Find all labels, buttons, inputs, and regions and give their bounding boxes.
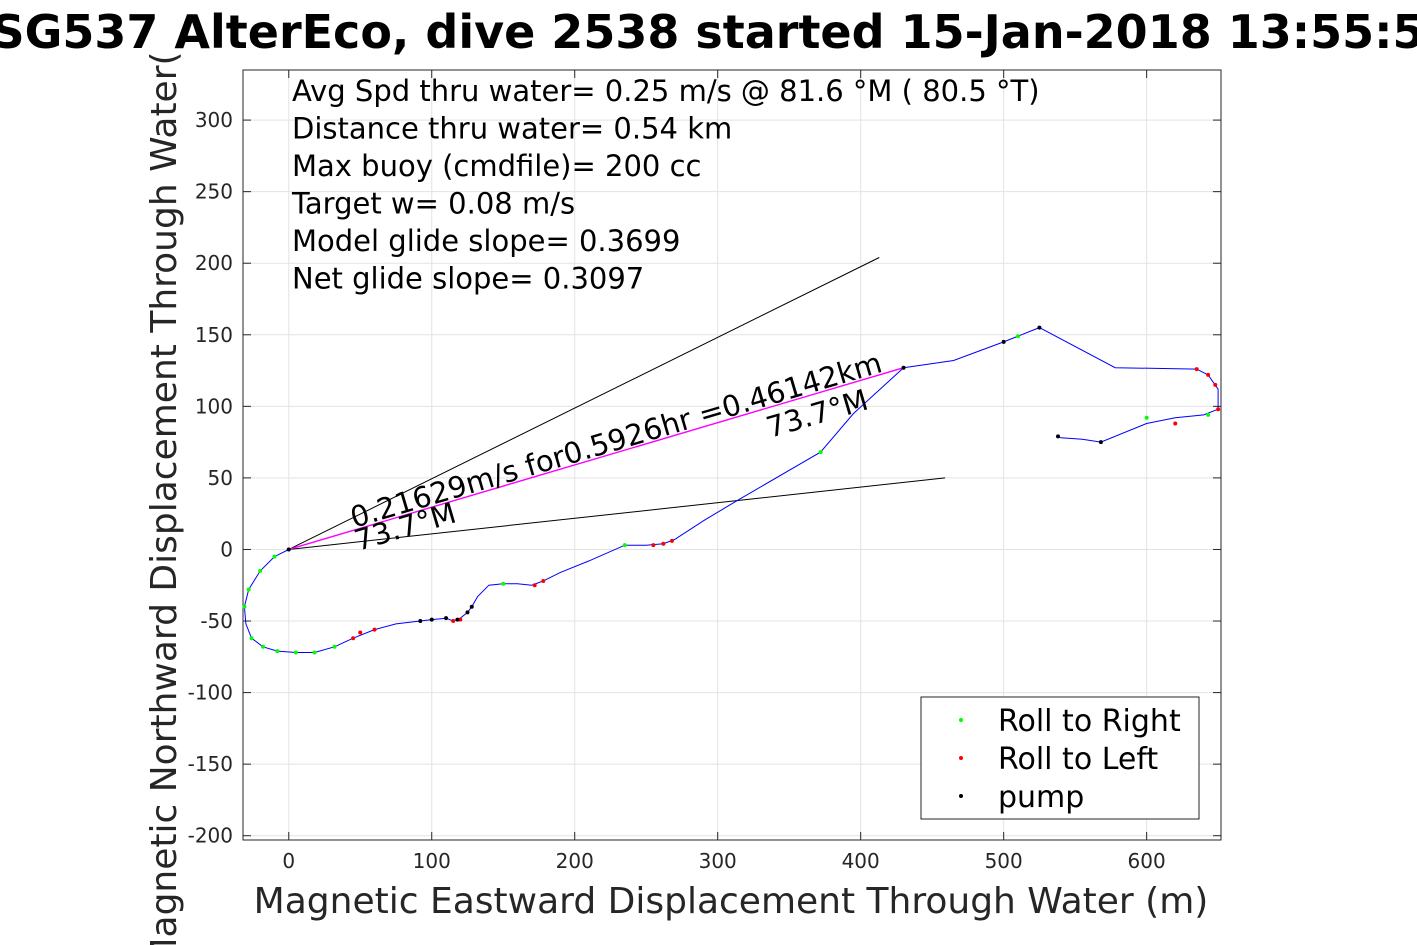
roll-to-right-point: [249, 636, 254, 641]
roll-to-right-point: [275, 649, 280, 654]
legend-marker-pump: [959, 794, 963, 798]
roll-to-right-point: [501, 581, 506, 586]
y-tick-label: 50: [208, 466, 233, 490]
roll-to-right-point: [1015, 334, 1020, 339]
roll-to-left-point: [451, 619, 456, 624]
x-tick-label: 200: [556, 849, 594, 873]
annotation-line: Distance thru water= 0.54 km: [292, 112, 732, 146]
legend-label-roll-to-right: Roll to Right: [998, 704, 1181, 739]
pump-point: [1001, 339, 1006, 344]
annotation-line: Target w= 0.08 m/s: [291, 187, 575, 221]
roll-to-right-point: [622, 543, 627, 548]
y-tick-label: 300: [195, 108, 233, 132]
glide-slope-line: [288, 257, 880, 550]
x-tick-label: 600: [1128, 849, 1166, 873]
legend-marker-roll-to-left: [959, 756, 963, 760]
x-tick-label: 500: [985, 849, 1023, 873]
roll-to-left-point: [1206, 372, 1211, 377]
roll-to-right-point: [246, 587, 251, 592]
y-tick-label: 0: [220, 537, 233, 561]
roll-to-right-point: [818, 450, 823, 455]
roll-to-right-point: [1144, 415, 1149, 420]
y-tick-label: -50: [200, 609, 233, 633]
roll-to-left-point: [541, 578, 546, 583]
roll-to-left-point: [661, 541, 666, 546]
roll-to-left-point: [351, 636, 356, 641]
plot-area: [242, 69, 1222, 841]
roll-to-right-point: [312, 650, 317, 655]
grid-lines: [243, 70, 1221, 840]
axis-ticks: 0 100 200 300 400 500 600300250200150100500-50…: [188, 70, 1221, 873]
marker-points: [242, 325, 1221, 655]
pump-point: [455, 617, 460, 622]
chart-title: SG537 AlterEco, dive 2538 started 15-Jan…: [0, 5, 1417, 59]
y-axis-label: Magnetic Northward Displacement Through …: [144, 51, 185, 945]
y-tick-label: 100: [195, 394, 233, 418]
x-tick-label: 400: [842, 849, 880, 873]
annotation-line: Avg Spd thru water= 0.25 m/s @ 81.6 °M (…: [292, 74, 1040, 108]
y-tick-label: 200: [195, 251, 233, 275]
annotation-line: Max buoy (cmdfile)= 200 cc: [292, 149, 701, 183]
pump-point: [444, 616, 449, 621]
y-tick-label: -100: [188, 681, 233, 705]
pump-point: [286, 547, 291, 552]
x-tick-label: 0: [282, 849, 295, 873]
pump-point: [469, 604, 474, 609]
annotation-line: Model glide slope= 0.3699: [292, 224, 680, 258]
roll-to-left-point: [651, 543, 656, 548]
x-axis-label: Magnetic Eastward Displacement Through W…: [254, 881, 1209, 922]
roll-to-right-point: [272, 554, 277, 559]
pump-point: [1098, 440, 1103, 445]
current-vector: [288, 367, 904, 551]
stats-annotations: Avg Spd thru water= 0.25 m/s @ 81.6 °M (…: [291, 74, 1040, 296]
pump-point: [1037, 325, 1042, 330]
glide-slope-line: [288, 477, 946, 550]
y-tick-label: 150: [195, 323, 233, 347]
legend-label-roll-to-left: Roll to Left: [998, 742, 1158, 777]
roll-to-right-point: [293, 650, 298, 655]
glide-slope-lines: [288, 257, 946, 550]
x-tick-label: 300: [699, 849, 737, 873]
pump-point: [465, 610, 470, 615]
roll-to-right-point: [261, 644, 266, 649]
annotation-line: Net glide slope= 0.3097: [292, 262, 644, 296]
legend-box: [920, 696, 1200, 820]
current-vector-line: [288, 367, 904, 551]
roll-to-left-point: [458, 617, 463, 622]
roll-to-left-point: [1173, 421, 1178, 426]
roll-to-right-point: [332, 644, 337, 649]
roll-to-left-point: [532, 583, 537, 588]
roll-to-right-point: [258, 568, 263, 573]
y-tick-label: -200: [188, 824, 233, 848]
y-tick-label: -150: [188, 752, 233, 776]
pump-point: [429, 617, 434, 622]
roll-to-left-point: [1213, 382, 1218, 387]
roll-to-left-point: [1216, 407, 1221, 412]
roll-to-left-point: [358, 630, 363, 635]
roll-to-left-point: [669, 538, 674, 543]
roll-to-left-point: [1194, 367, 1199, 372]
y-tick-label: 250: [195, 180, 233, 204]
roll-to-right-point: [242, 604, 247, 609]
pump-point: [1056, 434, 1060, 439]
roll-to-right-point: [1206, 412, 1211, 417]
roll-to-left-point: [372, 627, 377, 632]
pump-point: [901, 365, 906, 370]
x-tick-label: 100: [413, 849, 451, 873]
legend-label-pump: pump: [998, 780, 1084, 815]
pump-point: [418, 619, 423, 624]
legend-marker-roll-to-right: [959, 718, 963, 722]
